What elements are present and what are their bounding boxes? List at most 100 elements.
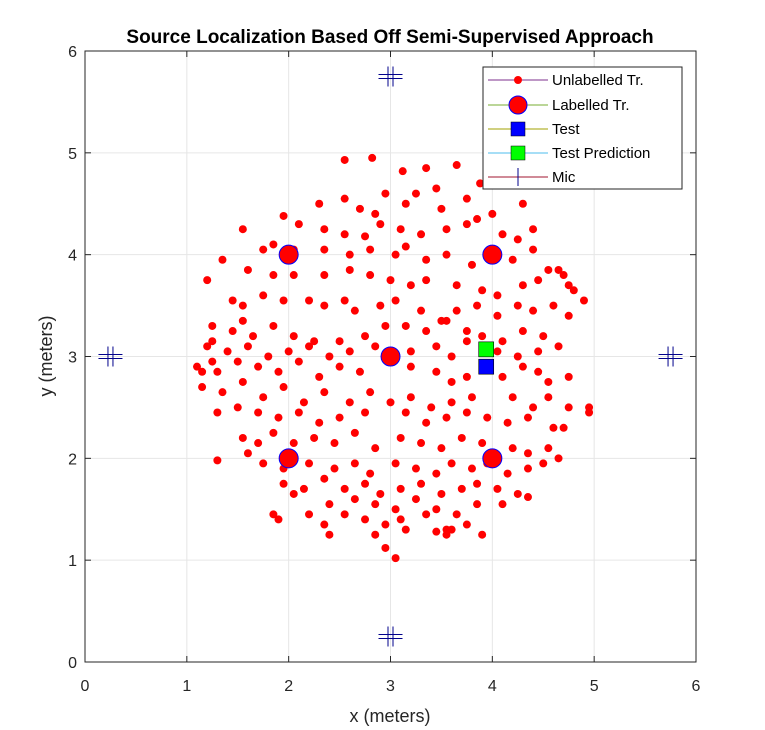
unlabelled-point bbox=[493, 291, 502, 300]
unlabelled-point bbox=[432, 527, 441, 536]
x-tick-label: 5 bbox=[590, 678, 599, 695]
unlabelled-point bbox=[391, 296, 400, 305]
unlabelled-point bbox=[513, 235, 522, 244]
x-tick-label: 6 bbox=[692, 678, 701, 695]
unlabelled-point bbox=[396, 484, 405, 493]
unlabelled-point bbox=[564, 281, 573, 290]
unlabelled-point bbox=[279, 296, 288, 305]
unlabelled-point bbox=[315, 372, 324, 381]
unlabelled-point bbox=[355, 367, 364, 376]
mic-marker bbox=[98, 346, 123, 367]
y-tick-label: 1 bbox=[68, 553, 77, 570]
unlabelled-point bbox=[422, 276, 431, 285]
labelled-point bbox=[380, 346, 401, 367]
unlabelled-point bbox=[299, 484, 308, 493]
unlabelled-point bbox=[411, 189, 420, 198]
unlabelled-point bbox=[523, 413, 532, 422]
unlabelled-point bbox=[488, 209, 497, 218]
unlabelled-point bbox=[396, 433, 405, 442]
legend-item-test-prediction: Test Prediction bbox=[488, 145, 650, 162]
unlabelled-point bbox=[361, 479, 370, 488]
test-point bbox=[478, 358, 495, 375]
unlabelled-point bbox=[274, 413, 283, 422]
unlabelled-point bbox=[569, 286, 578, 295]
unlabelled-point bbox=[544, 393, 553, 402]
unlabelled-point bbox=[350, 459, 359, 468]
mic-marker bbox=[378, 626, 403, 647]
unlabelled-point bbox=[559, 271, 568, 280]
unlabelled-point bbox=[330, 439, 339, 448]
unlabelled-point bbox=[208, 357, 217, 366]
unlabelled-point bbox=[381, 520, 390, 529]
legend: Unlabelled Tr. Labelled Tr. Test Test Pr… bbox=[482, 66, 683, 190]
unlabelled-point bbox=[473, 479, 482, 488]
unlabelled-point bbox=[218, 255, 227, 264]
unlabelled-point bbox=[447, 352, 456, 361]
unlabelled-point bbox=[539, 332, 548, 341]
legend-label-test-prediction: Test Prediction bbox=[552, 145, 650, 162]
unlabelled-point bbox=[320, 301, 329, 310]
legend-marker-test bbox=[510, 121, 526, 137]
unlabelled-point bbox=[452, 306, 461, 315]
unlabelled-point bbox=[508, 255, 517, 264]
x-tick-label: 0 bbox=[81, 678, 90, 695]
unlabelled-point bbox=[498, 372, 507, 381]
x-tick-label: 4 bbox=[488, 678, 497, 695]
unlabelled-point bbox=[208, 321, 217, 330]
unlabelled-point bbox=[452, 510, 461, 519]
unlabelled-point bbox=[432, 342, 441, 351]
unlabelled-point bbox=[340, 296, 349, 305]
unlabelled-point bbox=[396, 515, 405, 524]
unlabelled-point bbox=[289, 439, 298, 448]
unlabelled-point bbox=[376, 220, 385, 229]
unlabelled-point bbox=[523, 449, 532, 458]
unlabelled-point bbox=[406, 393, 415, 402]
unlabelled-point bbox=[432, 469, 441, 478]
unlabelled-point bbox=[243, 342, 252, 351]
unlabelled-point bbox=[529, 245, 538, 254]
unlabelled-point bbox=[467, 393, 476, 402]
unlabelled-point bbox=[462, 194, 471, 203]
unlabelled-point bbox=[493, 311, 502, 320]
unlabelled-point bbox=[376, 301, 385, 310]
unlabelled-point bbox=[462, 220, 471, 229]
unlabelled-point bbox=[269, 240, 278, 249]
unlabelled-point bbox=[294, 357, 303, 366]
unlabelled-point bbox=[294, 408, 303, 417]
legend-item-test: Test bbox=[488, 121, 580, 138]
unlabelled-point bbox=[289, 332, 298, 341]
unlabelled-point bbox=[422, 164, 431, 173]
unlabelled-point bbox=[529, 225, 538, 234]
unlabelled-point bbox=[264, 352, 273, 361]
unlabelled-point bbox=[325, 352, 334, 361]
unlabelled-point bbox=[320, 474, 329, 483]
unlabelled-point bbox=[198, 383, 207, 392]
unlabelled-point bbox=[462, 337, 471, 346]
legend-label-test: Test bbox=[552, 121, 580, 138]
unlabelled-point bbox=[579, 296, 588, 305]
y-tick-label: 4 bbox=[68, 248, 77, 265]
unlabelled-point bbox=[340, 155, 349, 164]
legend-item-mic: Mic bbox=[488, 168, 576, 186]
unlabelled-point bbox=[269, 510, 278, 519]
unlabelled-point bbox=[371, 342, 380, 351]
unlabelled-point bbox=[310, 337, 319, 346]
unlabelled-point bbox=[518, 281, 527, 290]
unlabelled-point bbox=[513, 301, 522, 310]
unlabelled-point bbox=[259, 459, 268, 468]
unlabelled-point bbox=[391, 250, 400, 259]
unlabelled-point bbox=[447, 377, 456, 386]
unlabelled-point bbox=[452, 161, 461, 170]
unlabelled-point bbox=[518, 327, 527, 336]
unlabelled-point bbox=[442, 250, 451, 259]
unlabelled-point bbox=[442, 530, 451, 539]
unlabelled-point bbox=[503, 469, 512, 478]
unlabelled-point bbox=[269, 271, 278, 280]
unlabelled-point bbox=[447, 459, 456, 468]
unlabelled-point bbox=[254, 408, 263, 417]
unlabelled-point bbox=[228, 296, 237, 305]
unlabelled-point bbox=[350, 306, 359, 315]
unlabelled-point bbox=[503, 418, 512, 427]
unlabelled-point bbox=[493, 484, 502, 493]
unlabelled-point bbox=[340, 484, 349, 493]
